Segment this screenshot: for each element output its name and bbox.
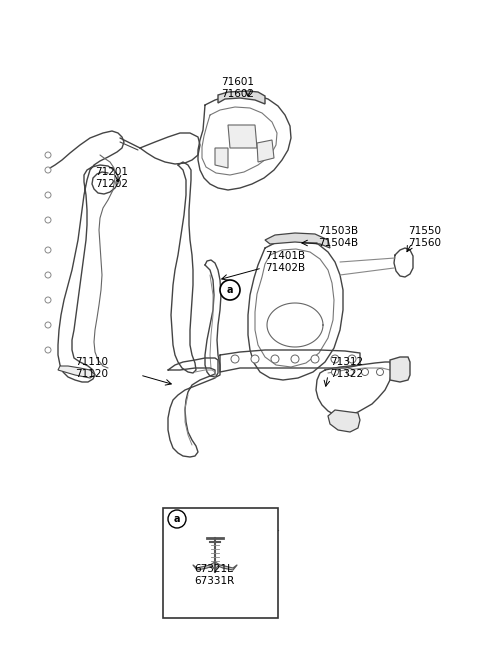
Circle shape (271, 355, 279, 363)
Text: a: a (227, 285, 233, 295)
Circle shape (231, 355, 239, 363)
Polygon shape (215, 562, 237, 570)
Circle shape (331, 355, 339, 363)
Text: 67321L
67331R: 67321L 67331R (194, 564, 234, 586)
Polygon shape (328, 410, 360, 432)
Polygon shape (218, 91, 265, 104)
Circle shape (347, 369, 353, 375)
Polygon shape (215, 148, 228, 168)
Polygon shape (265, 233, 330, 248)
Polygon shape (257, 140, 274, 162)
Text: 71503B
71504B: 71503B 71504B (318, 226, 358, 248)
Text: 71201
71202: 71201 71202 (95, 167, 128, 189)
Circle shape (168, 510, 186, 528)
Polygon shape (228, 125, 257, 148)
Text: 71550
71560: 71550 71560 (408, 226, 441, 248)
Circle shape (332, 369, 338, 375)
Text: 71601
71602: 71601 71602 (221, 77, 254, 99)
Circle shape (220, 280, 240, 300)
Polygon shape (58, 366, 95, 378)
Circle shape (311, 355, 319, 363)
Circle shape (376, 369, 384, 375)
Text: 71312
71322: 71312 71322 (330, 358, 363, 379)
Circle shape (348, 355, 356, 363)
Circle shape (291, 355, 299, 363)
Text: a: a (174, 514, 180, 524)
Polygon shape (390, 357, 410, 382)
Polygon shape (163, 508, 278, 618)
Circle shape (361, 369, 369, 375)
Text: 71110
71120: 71110 71120 (75, 358, 108, 379)
Circle shape (251, 355, 259, 363)
Text: 71401B
71402B: 71401B 71402B (265, 251, 305, 273)
Polygon shape (193, 562, 215, 570)
